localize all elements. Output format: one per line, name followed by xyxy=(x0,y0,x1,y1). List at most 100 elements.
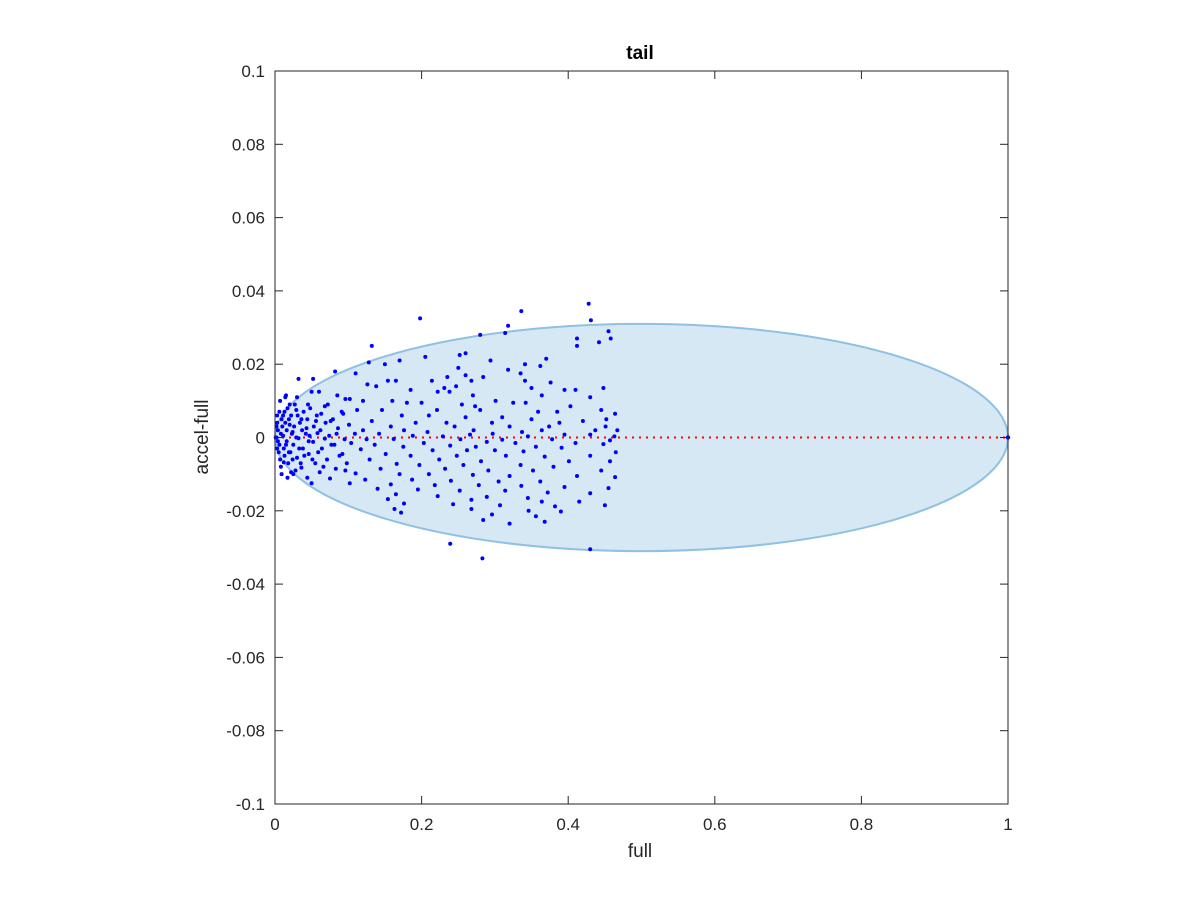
data-point xyxy=(377,431,382,436)
data-point xyxy=(539,428,544,433)
data-point xyxy=(593,428,598,433)
data-point xyxy=(588,432,593,437)
data-point xyxy=(333,466,338,471)
data-point xyxy=(297,420,302,425)
data-point xyxy=(353,471,358,476)
data-point xyxy=(488,358,493,363)
data-point xyxy=(304,426,309,431)
data-point xyxy=(315,431,320,436)
data-point xyxy=(503,453,508,458)
data-point xyxy=(327,433,332,438)
data-point xyxy=(290,457,295,462)
y-tick-label: 0.1 xyxy=(241,62,265,81)
data-point xyxy=(542,454,547,459)
data-point xyxy=(568,404,573,409)
data-point xyxy=(473,404,478,409)
data-point xyxy=(292,402,297,407)
data-point xyxy=(300,428,305,433)
data-point xyxy=(383,452,388,456)
x-axis-label: full xyxy=(628,841,652,862)
data-point xyxy=(490,512,494,517)
data-point xyxy=(275,428,280,433)
data-point xyxy=(588,491,593,496)
data-point xyxy=(500,437,505,442)
data-point xyxy=(283,420,288,425)
data-point xyxy=(551,464,556,469)
data-point xyxy=(562,485,567,489)
data-point xyxy=(608,459,612,464)
data-point xyxy=(493,398,498,403)
data-point xyxy=(490,420,494,425)
data-point xyxy=(461,463,466,467)
data-point xyxy=(281,460,286,465)
data-point xyxy=(613,450,618,455)
data-point xyxy=(486,468,491,473)
data-point xyxy=(469,378,474,383)
data-point xyxy=(408,453,413,458)
data-point xyxy=(339,409,344,414)
y-tick-label: -0.1 xyxy=(236,795,265,814)
data-point xyxy=(471,428,476,433)
data-point xyxy=(588,318,593,323)
data-point xyxy=(289,413,294,418)
data-point xyxy=(309,389,314,394)
data-point xyxy=(476,483,481,488)
data-point xyxy=(295,455,299,460)
data-point xyxy=(369,343,374,348)
data-point xyxy=(550,437,555,442)
data-point xyxy=(413,420,418,425)
data-point xyxy=(469,507,474,511)
y-tick-label: 0.06 xyxy=(232,209,265,228)
data-point xyxy=(282,453,287,458)
data-point xyxy=(397,358,402,363)
data-point xyxy=(558,509,563,514)
data-point xyxy=(613,475,618,480)
data-point xyxy=(615,428,620,433)
data-point xyxy=(311,376,316,381)
points-layer xyxy=(273,301,1011,561)
data-point xyxy=(531,468,535,473)
data-point xyxy=(366,360,371,365)
data-point xyxy=(307,433,312,438)
y-axis-label: accel-full xyxy=(192,400,213,475)
data-point xyxy=(305,475,310,480)
data-point xyxy=(478,332,483,337)
data-point xyxy=(523,378,527,383)
data-point xyxy=(378,466,383,471)
y-tick-label: -0.02 xyxy=(226,502,265,521)
data-point xyxy=(588,547,593,552)
data-point xyxy=(492,448,497,453)
data-point xyxy=(329,442,334,447)
data-point xyxy=(511,400,516,405)
data-point xyxy=(375,486,380,491)
data-point xyxy=(282,409,287,414)
data-point xyxy=(566,459,571,464)
data-point xyxy=(399,413,404,418)
data-point xyxy=(529,417,534,422)
data-point xyxy=(335,393,340,398)
data-point xyxy=(343,468,348,473)
data-point xyxy=(286,461,291,466)
chart-title: tail xyxy=(626,43,653,64)
data-point xyxy=(519,309,524,314)
data-point xyxy=(539,393,544,398)
data-point xyxy=(459,402,464,407)
data-point xyxy=(355,408,360,412)
data-point xyxy=(597,340,601,345)
data-point xyxy=(278,398,283,403)
data-point xyxy=(448,443,453,448)
data-point xyxy=(314,413,319,418)
data-point xyxy=(298,461,303,466)
data-point xyxy=(322,436,327,441)
data-point xyxy=(300,446,305,451)
data-point xyxy=(518,371,523,376)
data-point xyxy=(463,415,468,420)
data-point xyxy=(526,508,531,513)
data-point xyxy=(444,420,449,425)
x-axis-ticks: 0 0.2 0.4 0.6 0.8 1 xyxy=(270,71,1013,834)
data-point xyxy=(599,408,604,412)
data-point xyxy=(280,424,285,429)
data-point xyxy=(432,483,437,488)
data-point xyxy=(275,420,280,425)
y-tick-label: 0.04 xyxy=(232,282,265,301)
